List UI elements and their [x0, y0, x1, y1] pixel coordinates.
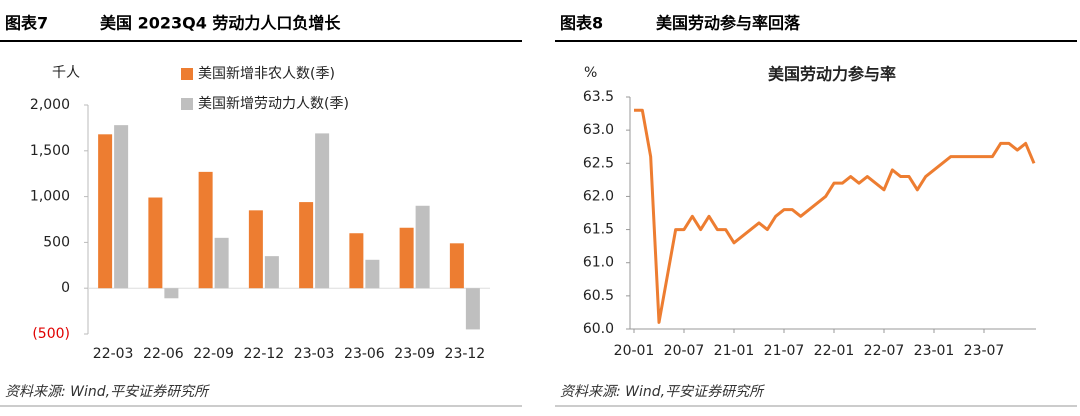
- bar: [148, 197, 163, 289]
- bar: [114, 125, 129, 289]
- legend-label: 美国新增非农人数(季): [198, 66, 335, 82]
- y-tick-label: 63.0: [583, 122, 614, 138]
- y-tick-label: (500): [32, 326, 70, 342]
- y-tick-label: 62.0: [583, 188, 614, 204]
- x-tick-label: 20-01: [614, 343, 655, 359]
- bar: [415, 205, 430, 289]
- y-tick-label: 1,500: [30, 143, 70, 159]
- bar: [164, 288, 179, 299]
- bar: [465, 288, 480, 330]
- x-tick-label: 23-07: [964, 343, 1005, 359]
- bar: [299, 202, 314, 289]
- x-tick-label: 22-07: [864, 343, 905, 359]
- x-tick-label: 21-07: [764, 343, 805, 359]
- bar: [449, 243, 464, 289]
- x-tick-label: 23-06: [344, 346, 385, 362]
- figure-title: 美国 2023Q4 劳动力人口负增长: [100, 14, 341, 33]
- y-tick-label: 0: [61, 280, 70, 296]
- y-tick-label: 2,000: [30, 97, 70, 113]
- bar: [315, 133, 330, 289]
- source: 资料来源: Wind,平安证券研究所: [560, 384, 765, 400]
- x-tick-label: 21-01: [714, 343, 755, 359]
- x-tick-label: 22-06: [143, 346, 184, 362]
- line: [634, 108, 1036, 324]
- x-tick-label: 22-01: [814, 343, 855, 359]
- y-tick-label: 61.5: [583, 222, 614, 238]
- y-tick-label: 60.0: [583, 321, 614, 337]
- figure-title: 美国劳动参与率回落: [656, 14, 801, 33]
- bar: [349, 233, 364, 289]
- legend-swatch: [181, 68, 193, 80]
- y-tick-label: 61.0: [583, 255, 614, 271]
- bar: [98, 134, 113, 289]
- y-tick-label: 60.5: [583, 288, 614, 304]
- bar: [264, 256, 279, 289]
- x-tick-label: 23-09: [394, 346, 435, 362]
- bar: [365, 259, 380, 289]
- bar: [248, 210, 263, 289]
- y-tick-label: 1,000: [30, 189, 70, 205]
- x-tick-label: 23-01: [914, 343, 955, 359]
- x-tick-label: 22-12: [244, 346, 285, 362]
- x-tick-label: 22-09: [193, 346, 234, 362]
- source: 资料来源: Wind,平安证券研究所: [5, 384, 210, 400]
- bar: [214, 237, 229, 289]
- bar: [198, 171, 213, 289]
- figure-label: 图表8: [560, 14, 603, 33]
- x-tick-label: 22-03: [93, 346, 134, 362]
- y-unit: %: [584, 65, 597, 81]
- chart-title: 美国劳动力参与率: [768, 65, 896, 84]
- x-tick-label: 23-03: [294, 346, 335, 362]
- y-tick-label: 63.5: [583, 89, 614, 105]
- legend-swatch: [181, 98, 193, 110]
- figure-label: 图表7: [5, 14, 48, 33]
- legend-label: 美国新增劳动力人数(季): [198, 96, 349, 112]
- bar: [399, 227, 414, 289]
- y-tick-label: 62.5: [583, 155, 614, 171]
- y-unit: 千人: [52, 65, 80, 81]
- x-tick-label: 23-12: [445, 346, 486, 362]
- y-tick-label: 500: [43, 234, 70, 250]
- x-tick-label: 20-07: [664, 343, 705, 359]
